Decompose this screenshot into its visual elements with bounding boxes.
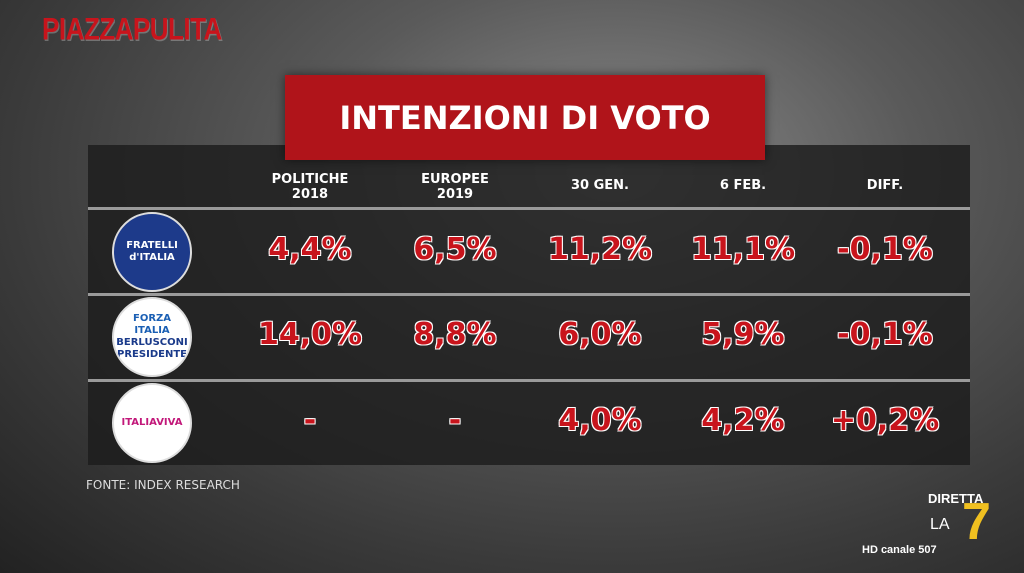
table-cell: - [303, 403, 317, 438]
column-header: EUROPEE 2019 [390, 172, 520, 202]
column-header: 30 GEN. [535, 178, 665, 193]
logo-text: PRESIDENTE [117, 349, 187, 360]
row-separator [88, 207, 970, 210]
channel-live: DIRETTA [928, 491, 984, 506]
table-cell: -0,1% [837, 232, 933, 267]
header-line: DIFF. [866, 178, 904, 193]
channel-hd: HD canale 507 [862, 544, 937, 556]
channel-name: LA [930, 516, 950, 533]
row-separator [88, 379, 970, 382]
channel-number: 7 [962, 493, 991, 551]
table-cell: 6,5% [413, 232, 497, 267]
party-logo: FRATELLI d'ITALIA [112, 212, 192, 292]
table-cell: 4,2% [701, 403, 785, 438]
row-separator [88, 293, 970, 296]
logo-text: FORZA ITALIA [132, 313, 172, 336]
table-cell: 14,0% [257, 317, 363, 352]
title-box: INTENZIONI DI VOTO [285, 75, 765, 160]
logo-text: FRATELLI [126, 240, 178, 251]
table-cell: - [448, 403, 462, 438]
table-cell: 11,2% [547, 232, 653, 267]
table-cell: 5,9% [701, 317, 785, 352]
table-panel [88, 145, 970, 465]
header-line: POLITICHE [271, 172, 349, 187]
table-cell: 6,0% [558, 317, 642, 352]
column-header: 6 FEB. [678, 178, 808, 193]
header-line: 30 GEN. [571, 178, 629, 193]
brand: PIAZZAPULITA [42, 10, 222, 47]
header-line: 2018 [291, 187, 329, 202]
party-logo: FORZA ITALIA BERLUSCONI PRESIDENTE [112, 297, 192, 377]
column-header: POLITICHE 2018 [245, 172, 375, 202]
table-cell: +0,2% [830, 403, 940, 438]
source: FONTE: INDEX RESEARCH [86, 478, 240, 492]
logo-text: BERLUSCONI [116, 337, 188, 348]
table-cell: 4,0% [558, 403, 642, 438]
table-cell: 8,8% [413, 317, 497, 352]
logo-text: ITALIAVIVA [121, 417, 183, 428]
header-line: 6 FEB. [719, 178, 767, 193]
header-line: 2019 [436, 187, 474, 202]
logo-text: d'ITALIA [129, 252, 175, 263]
table-cell: 4,4% [268, 232, 352, 267]
header-line: EUROPEE [421, 172, 489, 187]
table-cell: -0,1% [837, 317, 933, 352]
column-header: DIFF. [820, 178, 950, 193]
party-logo: ITALIAVIVA [112, 383, 192, 463]
table-cell: 11,1% [690, 232, 796, 267]
title: INTENZIONI DI VOTO [339, 98, 711, 137]
